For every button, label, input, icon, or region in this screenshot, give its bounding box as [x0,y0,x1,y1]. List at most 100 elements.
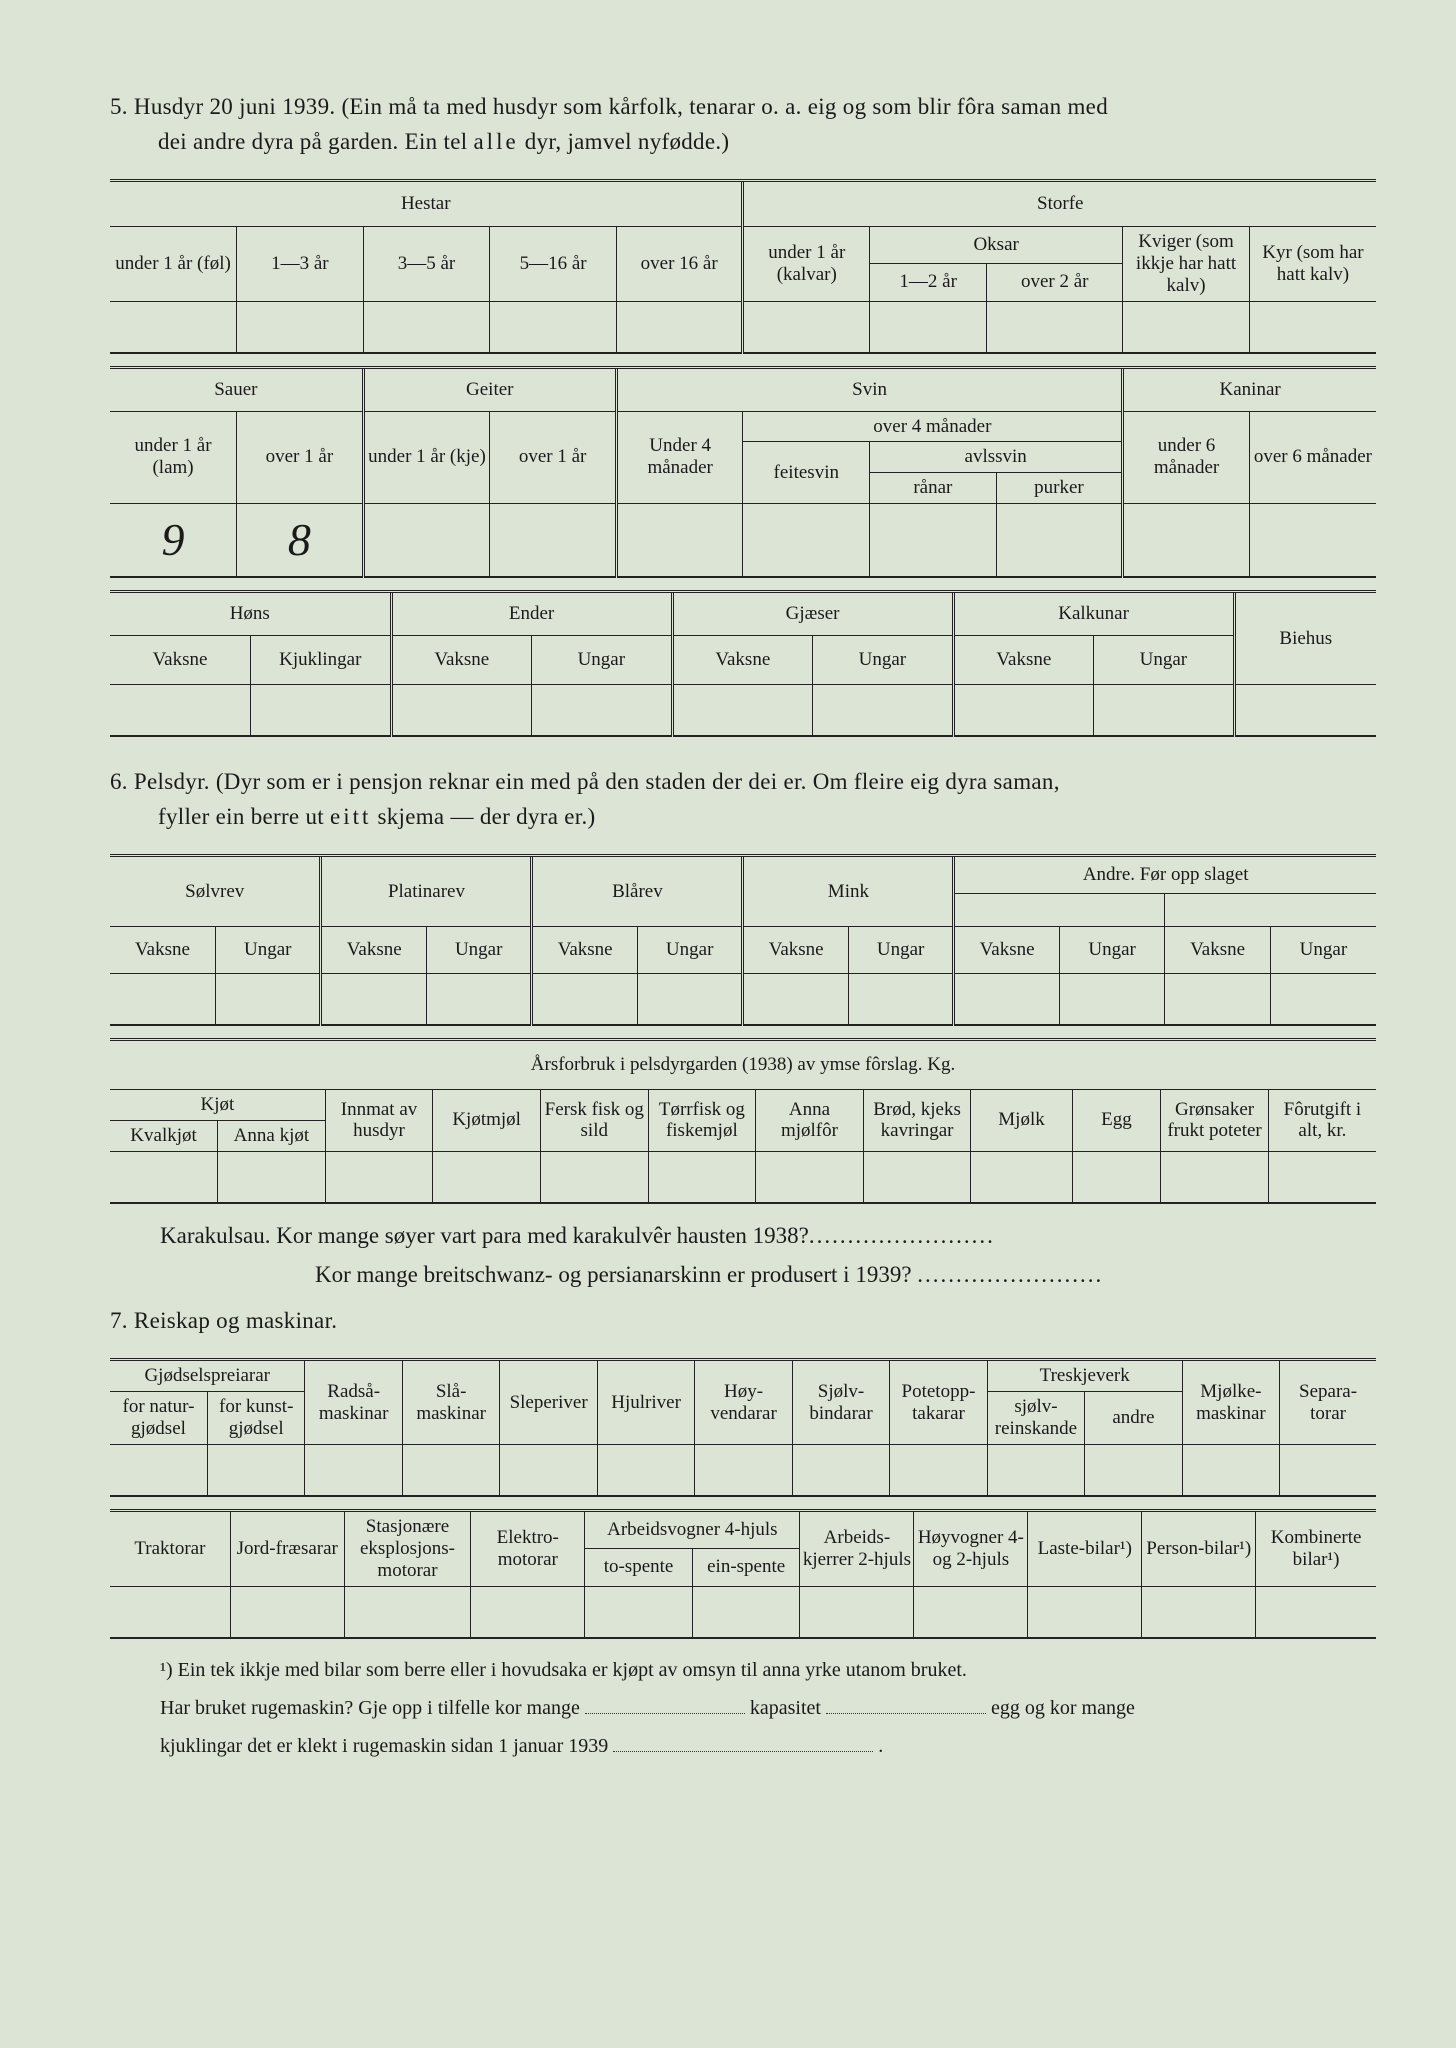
cr3[interactable] [305,1444,402,1496]
cv3[interactable] [344,1586,471,1638]
cp12[interactable] [1270,974,1376,1026]
cv11[interactable] [1256,1586,1376,1638]
c3[interactable] [363,301,490,353]
cr6[interactable] [597,1444,694,1496]
h-under1kalv: under 1 år (kalvar) [743,227,870,302]
cv8[interactable] [914,1586,1028,1638]
q7-txt: Reiskap og maskinar. [134,1308,337,1333]
h-v6: Vaksne [1165,927,1270,974]
h-over1b: over 1 år [490,411,617,504]
cp6[interactable] [637,974,742,1026]
cr1[interactable] [110,1444,207,1496]
h-andre-blank1[interactable] [954,894,1165,927]
h-separa: Separa-torar [1280,1360,1376,1445]
h-stasj: Stasjonære eksplosjons-motorar [344,1510,471,1586]
cv10[interactable] [1142,1586,1256,1638]
cp8[interactable] [848,974,953,1026]
c9[interactable] [1123,301,1250,353]
c-e1[interactable] [391,685,532,737]
cp7[interactable] [743,974,848,1026]
foot-blank2[interactable] [826,1693,986,1714]
h-ungar2: Ungar [532,636,673,685]
cf6[interactable] [648,1151,756,1203]
c-sau-over1[interactable]: 8 [237,504,364,578]
c-bie[interactable] [1234,685,1376,737]
cp9[interactable] [954,974,1059,1026]
c6[interactable] [743,301,870,353]
c-ranar[interactable] [870,504,997,578]
h-mjolke: Mjølke-maskinar [1182,1360,1279,1445]
cr9[interactable] [890,1444,987,1496]
cf7[interactable] [756,1151,864,1203]
c5[interactable] [616,301,743,353]
karakul-d1[interactable] [809,1223,995,1248]
c4[interactable] [490,301,617,353]
cp11[interactable] [1165,974,1270,1026]
cr7[interactable] [695,1444,792,1496]
c-kan-o6[interactable] [1249,504,1376,578]
cv4[interactable] [471,1586,585,1638]
cp5[interactable] [532,974,637,1026]
cf4[interactable] [433,1151,541,1203]
c-u4m[interactable] [616,504,743,578]
foot-blank3[interactable] [613,1731,873,1752]
c-k2[interactable] [1094,685,1235,737]
cp4[interactable] [426,974,531,1026]
h-andre-blank2[interactable] [1165,894,1376,927]
q6-num: 6. [110,769,128,794]
c-h2[interactable] [251,685,392,737]
cf9[interactable] [971,1151,1072,1203]
cv6[interactable] [692,1586,800,1638]
c-feit[interactable] [743,504,870,578]
cf5[interactable] [540,1151,648,1203]
c8[interactable] [987,301,1123,353]
cv7[interactable] [800,1586,914,1638]
q6-line2e: skjema — der dyra er.) [371,804,595,829]
h-sauer: Sauer [110,367,363,411]
cf8[interactable] [863,1151,971,1203]
cr8[interactable] [792,1444,889,1496]
h-under1lam: under 1 år (lam) [110,411,237,504]
c-kje[interactable] [363,504,490,578]
cr13[interactable] [1280,1444,1376,1496]
c-g2[interactable] [813,685,954,737]
c7[interactable] [870,301,987,353]
karakul-q: Karakulsau. Kor mange søyer vart para me… [110,1216,1376,1294]
cp3[interactable] [321,974,426,1026]
cp1[interactable] [110,974,215,1026]
foot-blank1[interactable] [585,1693,745,1714]
c-h1[interactable] [110,685,251,737]
c2[interactable] [237,301,364,353]
cv9[interactable] [1028,1586,1142,1638]
c-g1[interactable] [672,685,813,737]
h-ungar3: Ungar [813,636,954,685]
c-purker[interactable] [996,504,1123,578]
karakul-d2[interactable] [917,1262,1103,1287]
foot-l1a: Har bruket rugemaskin? Gje opp i tilfell… [160,1697,580,1719]
cf2[interactable] [218,1151,326,1203]
cr10[interactable] [987,1444,1084,1496]
cp10[interactable] [1059,974,1164,1026]
cf12[interactable] [1268,1151,1376,1203]
c-lam[interactable]: 9 [110,504,237,578]
c-kan-u6[interactable] [1123,504,1250,578]
c-k1[interactable] [953,685,1094,737]
cr2[interactable] [207,1444,304,1496]
cv2[interactable] [230,1586,344,1638]
cf11[interactable] [1161,1151,1269,1203]
cv1[interactable] [110,1586,230,1638]
cr11[interactable] [1085,1444,1182,1496]
h-person: Person-bilar¹) [1142,1510,1256,1586]
cf1[interactable] [110,1151,218,1203]
c-geit-over1[interactable] [490,504,617,578]
cf3[interactable] [325,1151,433,1203]
cr5[interactable] [500,1444,597,1496]
c-e2[interactable] [532,685,673,737]
cr4[interactable] [402,1444,499,1496]
c10[interactable] [1249,301,1376,353]
cr12[interactable] [1182,1444,1279,1496]
cp2[interactable] [215,974,320,1026]
cf10[interactable] [1072,1151,1161,1203]
cv5[interactable] [585,1586,693,1638]
c1[interactable] [110,301,237,353]
